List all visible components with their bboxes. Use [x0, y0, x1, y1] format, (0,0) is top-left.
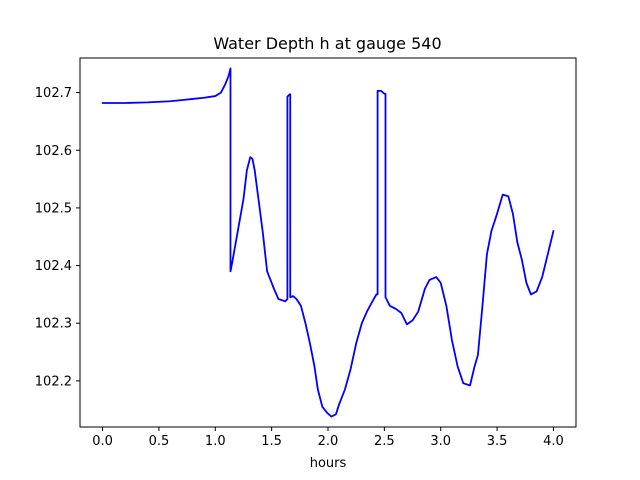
x-tick-label: 0.5 — [149, 434, 170, 449]
plot-frame — [79, 57, 577, 428]
x-tick-label: 1.5 — [261, 434, 282, 449]
y-tick-label: 102.5 — [35, 201, 72, 216]
y-axis-ticks: 102.2 102.3 102.4 102.5 102.6 102.7 — [35, 86, 80, 389]
x-tick-label: 4.0 — [543, 434, 564, 449]
x-axis-ticks: 0.0 0.5 1.0 1.5 2.0 2.5 3.0 3.5 4.0 — [92, 427, 564, 449]
y-tick-label: 102.7 — [35, 86, 72, 101]
x-tick-label: 3.5 — [487, 434, 508, 449]
y-tick-label: 102.3 — [35, 317, 72, 332]
x-tick-label: 3.0 — [430, 434, 451, 449]
x-tick-label: 2.0 — [318, 434, 339, 449]
x-axis-label: hours — [310, 456, 347, 471]
y-tick-label: 102.2 — [35, 374, 72, 389]
y-tick-label: 102.4 — [35, 259, 72, 274]
series-layer — [101, 67, 555, 418]
x-tick-label: 1.0 — [205, 434, 226, 449]
y-tick-label: 102.6 — [35, 144, 72, 159]
series-line — [101, 67, 555, 418]
x-tick-label: 0.0 — [92, 434, 113, 449]
chart-title: Water Depth h at gauge 540 — [213, 34, 441, 53]
x-tick-label: 2.5 — [374, 434, 395, 449]
